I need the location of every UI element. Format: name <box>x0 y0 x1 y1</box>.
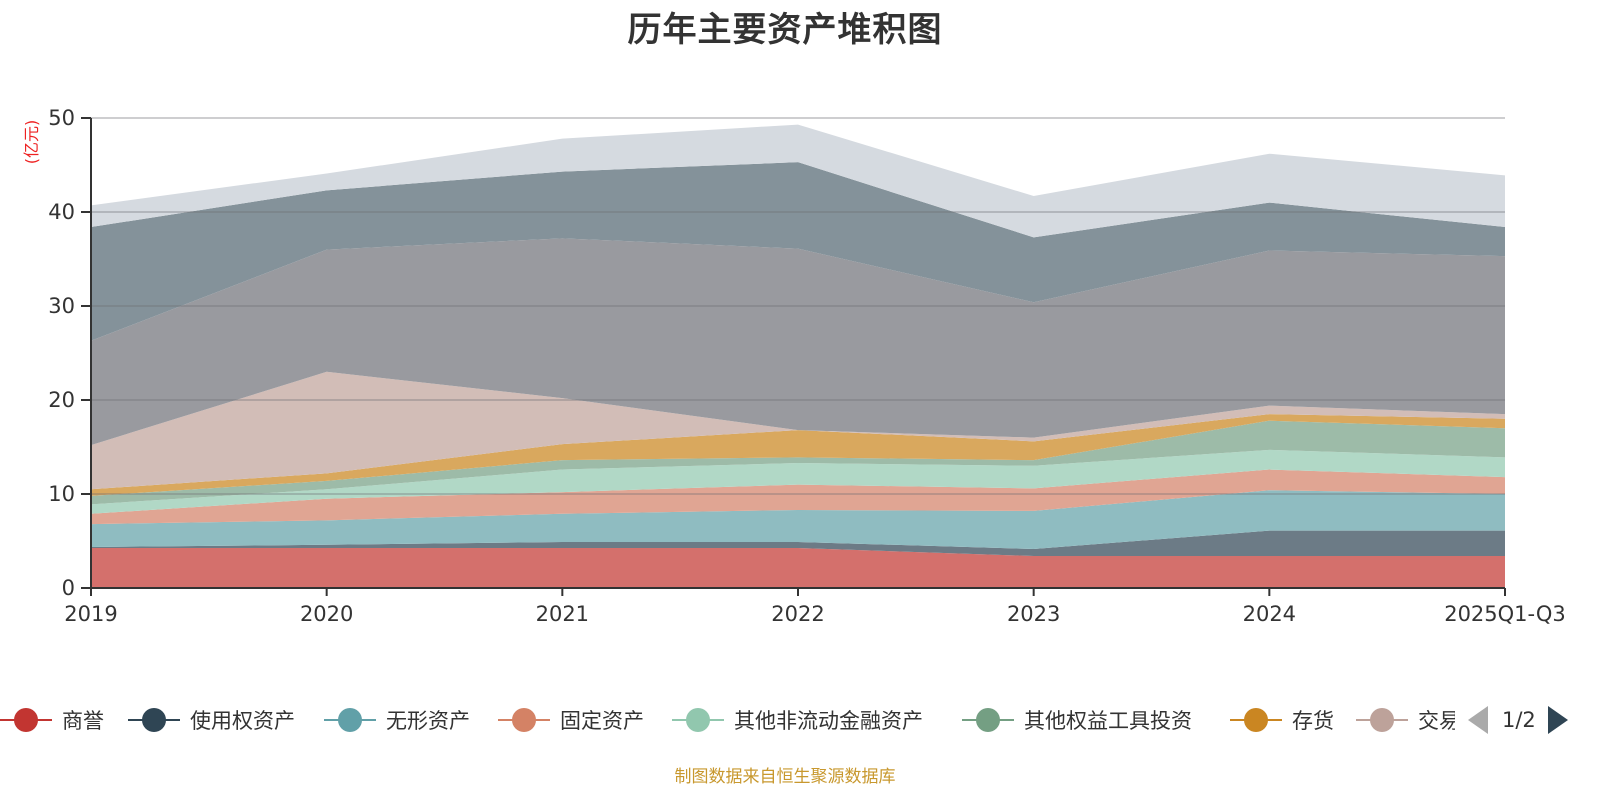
x-tick-label: 2024 <box>1243 602 1296 626</box>
legend-label: 使用权资产 <box>190 709 295 733</box>
legend-item[interactable]: 固定资产 <box>498 700 644 740</box>
x-tick-label: 2023 <box>1007 602 1060 626</box>
area-11 <box>91 124 1505 238</box>
area-3 <box>91 490 1505 549</box>
triangle-right-icon[interactable] <box>1547 706 1568 734</box>
legend-marker-icon <box>128 707 180 733</box>
source-note: 制图数据来自恒生聚源数据库 <box>674 767 896 787</box>
x-tick-label: 2019 <box>64 602 117 626</box>
legend-label: 固定资产 <box>560 709 644 733</box>
area-9 <box>91 238 1505 446</box>
y-tick-label: 20 <box>48 388 75 412</box>
y-tick-label: 10 <box>48 482 75 506</box>
legend-item[interactable]: 使用权资产 <box>128 700 295 740</box>
area-series-layer <box>91 124 1505 588</box>
y-tick-label: 0 <box>62 576 75 600</box>
y-axis-label: (亿元) <box>22 120 41 165</box>
legend-label: 其他非流动金融资产 <box>734 709 923 733</box>
legend: 商誉 使用权资产 无形资产 固定资产 其他非流动金融资产 其他权益工具投资 存货 交易 <box>0 700 1600 740</box>
triangle-left-icon[interactable] <box>1468 706 1488 734</box>
x-tick-label: 2025Q1-Q3 <box>1444 602 1566 626</box>
area-4 <box>91 469 1505 525</box>
legend-marker-icon <box>962 707 1014 733</box>
legend-item[interactable]: 商誉 <box>0 700 104 740</box>
y-tick-label: 50 <box>48 106 75 130</box>
legend-label: 存货 <box>1292 709 1334 733</box>
legend-item[interactable]: 其他权益工具投资 <box>962 700 1192 740</box>
axes: 0 10 20 30 40 50 2019 2020 2021 2022 2023 2024 2025Q… <box>48 106 1566 626</box>
legend-page-indicator: 1/2 <box>1502 708 1536 732</box>
legend-marker-icon <box>1230 707 1282 733</box>
legend-marker-icon <box>672 707 724 733</box>
legend-item[interactable]: 其他非流动金融资产 <box>672 700 923 740</box>
legend-marker-icon <box>1356 707 1408 733</box>
y-tick-label: 30 <box>48 294 75 318</box>
legend-label: 其他权益工具投资 <box>1024 709 1192 733</box>
legend-marker-icon <box>498 707 550 733</box>
area-2 <box>91 530 1505 557</box>
area-7 <box>91 414 1505 496</box>
area-1 <box>91 547 1505 588</box>
x-tick-label: 2020 <box>300 602 353 626</box>
legend-items: 商誉 使用权资产 无形资产 固定资产 其他非流动金融资产 其他权益工具投资 存货 交易 <box>0 700 1455 740</box>
area-5 <box>91 449 1505 514</box>
legend-item[interactable]: 交易 <box>1356 700 1455 740</box>
legend-label: 商誉 <box>62 709 104 733</box>
legend-marker-icon <box>0 707 52 733</box>
area-6 <box>91 420 1505 505</box>
area-8 <box>91 371 1505 490</box>
chart-plot: 0 10 20 30 40 50 2019 2020 2021 2022 2023 2024 2025Q… <box>22 106 1566 626</box>
legend-marker-icon <box>324 707 376 733</box>
legend-item[interactable]: 存货 <box>1230 700 1334 740</box>
legend-label: 无形资产 <box>386 709 470 733</box>
y-tick-label: 40 <box>48 200 75 224</box>
chart-title: 历年主要资产堆积图 <box>627 10 943 50</box>
legend-label: 交易 <box>1418 709 1455 733</box>
area-10 <box>91 162 1505 341</box>
legend-item[interactable]: 无形资产 <box>324 700 470 740</box>
legend-pager: 1/2 <box>1468 700 1568 740</box>
x-tick-label: 2022 <box>771 602 824 626</box>
x-tick-label: 2021 <box>536 602 589 626</box>
